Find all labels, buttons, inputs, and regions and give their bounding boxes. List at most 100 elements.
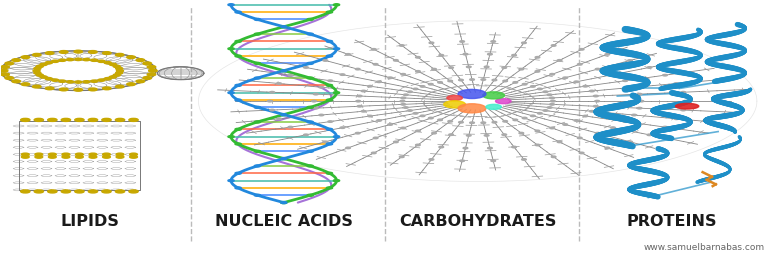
Circle shape	[116, 86, 124, 89]
Circle shape	[89, 89, 97, 91]
Circle shape	[328, 121, 333, 123]
Circle shape	[59, 89, 68, 91]
Circle shape	[254, 107, 260, 109]
Circle shape	[130, 153, 138, 156]
Circle shape	[147, 74, 155, 76]
Circle shape	[62, 156, 70, 158]
Circle shape	[47, 190, 57, 193]
Circle shape	[143, 77, 152, 80]
Circle shape	[254, 151, 260, 153]
Circle shape	[270, 110, 274, 111]
Circle shape	[428, 118, 433, 119]
Circle shape	[0, 70, 8, 73]
Circle shape	[432, 69, 437, 71]
Circle shape	[103, 156, 110, 158]
Circle shape	[538, 113, 542, 115]
Circle shape	[33, 54, 41, 57]
Circle shape	[377, 120, 382, 122]
Circle shape	[466, 67, 471, 68]
Circle shape	[115, 190, 124, 193]
Circle shape	[594, 96, 598, 97]
Circle shape	[59, 81, 66, 83]
Circle shape	[280, 114, 287, 116]
Circle shape	[550, 74, 555, 76]
Circle shape	[488, 54, 493, 56]
Circle shape	[235, 129, 241, 131]
Circle shape	[502, 134, 507, 136]
Circle shape	[21, 190, 30, 193]
Circle shape	[254, 19, 260, 21]
Circle shape	[34, 68, 41, 70]
Circle shape	[550, 104, 555, 106]
Circle shape	[681, 92, 685, 94]
Circle shape	[228, 180, 234, 182]
Circle shape	[267, 101, 272, 103]
Circle shape	[580, 49, 584, 51]
Circle shape	[373, 138, 378, 139]
Circle shape	[373, 64, 378, 66]
Circle shape	[647, 67, 652, 69]
Circle shape	[333, 136, 340, 138]
Circle shape	[35, 153, 43, 156]
Circle shape	[522, 84, 527, 86]
Circle shape	[323, 60, 328, 62]
Circle shape	[611, 128, 615, 129]
Circle shape	[89, 51, 97, 54]
Circle shape	[34, 72, 41, 75]
Circle shape	[574, 120, 579, 122]
Circle shape	[444, 101, 465, 108]
Circle shape	[89, 119, 98, 122]
Circle shape	[59, 60, 66, 62]
Circle shape	[491, 42, 496, 43]
Circle shape	[280, 114, 287, 116]
Circle shape	[340, 75, 345, 76]
Circle shape	[12, 81, 20, 83]
Text: www.samuelbarnabas.com: www.samuelbarnabas.com	[643, 242, 765, 251]
Circle shape	[235, 100, 241, 102]
Circle shape	[277, 119, 281, 120]
Circle shape	[307, 63, 313, 65]
Circle shape	[323, 141, 328, 143]
Circle shape	[460, 160, 465, 162]
Circle shape	[307, 34, 313, 36]
Circle shape	[637, 108, 642, 109]
Circle shape	[463, 54, 468, 56]
Circle shape	[637, 94, 642, 96]
Circle shape	[543, 92, 548, 93]
Circle shape	[574, 82, 579, 83]
Circle shape	[61, 190, 71, 193]
Circle shape	[45, 78, 52, 81]
Circle shape	[48, 156, 56, 158]
Circle shape	[37, 75, 44, 77]
Circle shape	[75, 190, 84, 193]
Circle shape	[254, 63, 260, 65]
Circle shape	[377, 82, 382, 83]
Circle shape	[547, 107, 552, 109]
Circle shape	[48, 153, 56, 156]
Circle shape	[513, 82, 517, 84]
Circle shape	[458, 104, 486, 114]
Circle shape	[280, 27, 287, 29]
Circle shape	[547, 95, 552, 96]
Circle shape	[551, 101, 556, 103]
Circle shape	[143, 63, 152, 66]
Circle shape	[326, 41, 333, 43]
Circle shape	[333, 5, 340, 7]
Circle shape	[413, 89, 418, 90]
Circle shape	[368, 86, 372, 88]
Circle shape	[21, 119, 30, 122]
Circle shape	[484, 67, 489, 68]
Circle shape	[254, 78, 260, 80]
Circle shape	[314, 94, 319, 96]
Circle shape	[91, 60, 98, 62]
Circle shape	[280, 70, 287, 72]
Circle shape	[583, 116, 587, 117]
Circle shape	[235, 187, 241, 189]
Circle shape	[5, 77, 13, 80]
Circle shape	[35, 156, 43, 158]
Circle shape	[535, 131, 540, 132]
Circle shape	[552, 156, 556, 158]
Circle shape	[393, 60, 398, 62]
Circle shape	[521, 43, 526, 44]
Circle shape	[228, 49, 234, 51]
